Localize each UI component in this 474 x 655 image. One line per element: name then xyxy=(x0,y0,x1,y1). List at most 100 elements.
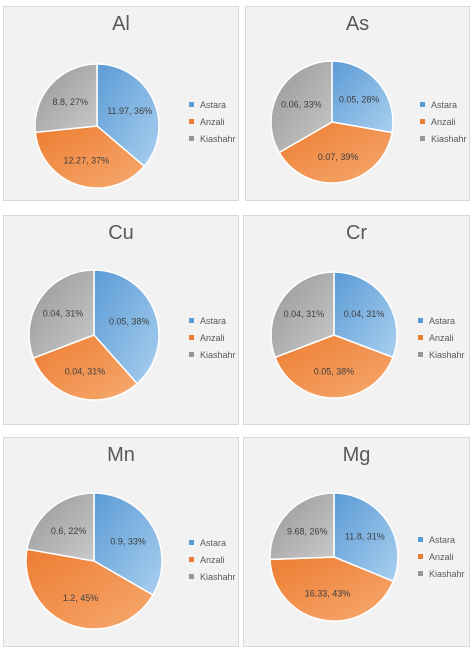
legend-swatch xyxy=(420,136,425,141)
legend-label: Anzali xyxy=(200,554,225,565)
pie-slice-kiashahr xyxy=(269,492,335,561)
legend-label: Anzali xyxy=(431,116,456,127)
chart-panel-cr: Cr 0.04, 31% 0.05, 38% 0.04, 31% Astara An… xyxy=(243,215,470,425)
legend-item-astara: Astara xyxy=(189,312,236,329)
legend-label: Kiashahr xyxy=(429,349,465,360)
legend-label: Anzali xyxy=(429,551,454,562)
data-label: 0.04, 31% xyxy=(65,367,106,377)
legend-item-kiashahr: Kiashahr xyxy=(189,130,236,147)
chart-title: Cu xyxy=(108,222,134,244)
chart-panel-cu: Cu 0.05, 38% 0.04, 31% 0.04, 31% Astara An… xyxy=(3,215,239,425)
legend-swatch xyxy=(420,119,425,124)
legend-swatch xyxy=(418,318,423,323)
chart-panel-al: Al 11.97, 36% 12.27, 37% 8.8, 27% Astara A… xyxy=(3,6,239,201)
legend-swatch xyxy=(189,318,194,323)
legend-item-anzali: Anzali xyxy=(189,551,236,568)
legend-swatch xyxy=(189,102,194,107)
pie-chart: 0.9, 33% 1.2, 45% 0.6, 22% xyxy=(25,492,163,630)
data-label: 0.06, 33% xyxy=(281,99,322,109)
legend-label: Anzali xyxy=(429,332,454,343)
chart-panel-mn: Mn 0.9, 33% 1.2, 45% 0.6, 22% Astara Anzal… xyxy=(3,437,239,647)
legend-swatch xyxy=(189,540,194,545)
legend-item-anzali: Anzali xyxy=(420,113,467,130)
legend-swatch xyxy=(418,335,423,340)
pie-slice-anzali xyxy=(269,556,395,622)
legend-swatch xyxy=(189,574,194,579)
legend-label: Astara xyxy=(200,315,227,326)
legend-swatch xyxy=(418,352,423,357)
legend-item-astara: Astara xyxy=(418,312,465,329)
legend-item-anzali: Anzali xyxy=(418,329,465,346)
chart-panel-mg: Mg 11.8, 31% 16.33, 43% 9.68, 26% Astara A… xyxy=(243,437,470,647)
legend-item-astara: Astara xyxy=(420,96,467,113)
chart-title: Cr xyxy=(345,222,368,244)
legend-item-astara: Astara xyxy=(189,96,236,113)
legend: Astara Anzali Kiashahr xyxy=(189,312,236,363)
legend-swatch xyxy=(420,102,425,107)
data-label: 9.68, 26% xyxy=(287,526,328,536)
legend: Astara Anzali Kiashahr xyxy=(418,312,465,363)
pie-slice-kiashahr xyxy=(270,271,335,359)
pie-slice-kiashahr xyxy=(26,492,95,562)
legend-label: Kiashahr xyxy=(200,571,236,582)
pie-slice-kiashahr xyxy=(28,269,95,360)
legend-item-anzali: Anzali xyxy=(189,329,236,346)
data-label: 0.05, 38% xyxy=(314,367,355,377)
chart-title: Al xyxy=(112,13,130,35)
legend: Astara Anzali Kiashahr xyxy=(418,531,465,582)
legend-item-anzali: Anzali xyxy=(418,548,465,565)
legend-swatch xyxy=(189,136,194,141)
legend-item-anzali: Anzali xyxy=(189,113,236,130)
legend-item-kiashahr: Kiashahr xyxy=(418,565,465,582)
data-label: 11.97, 36% xyxy=(107,106,152,116)
legend-label: Anzali xyxy=(200,116,225,127)
data-label: 0.07, 39% xyxy=(318,152,359,162)
data-label: 0.04, 31% xyxy=(344,309,385,319)
pie-slice-anzali xyxy=(34,125,146,189)
pie-slice-anzali xyxy=(278,121,393,184)
pie-chart: 11.97, 36% 12.27, 37% 8.8, 27% xyxy=(34,63,160,189)
data-label: 0.05, 38% xyxy=(109,317,150,327)
data-label: 0.05, 28% xyxy=(339,94,380,104)
legend-item-kiashahr: Kiashahr xyxy=(189,346,236,363)
pie-chart: 11.8, 31% 16.33, 43% 9.68, 26% xyxy=(269,492,399,622)
legend-item-kiashahr: Kiashahr xyxy=(189,568,236,585)
data-label: 0.04, 31% xyxy=(43,309,84,319)
pie-chart: 0.04, 31% 0.05, 38% 0.04, 31% xyxy=(270,271,398,399)
pie-chart: 0.05, 38% 0.04, 31% 0.04, 31% xyxy=(28,269,160,401)
legend-label: Astara xyxy=(200,99,227,110)
data-label: 0.9, 33% xyxy=(110,536,146,546)
legend-label: Kiashahr xyxy=(200,349,236,360)
legend-label: Astara xyxy=(429,315,456,326)
chart-title: Mg xyxy=(342,444,371,466)
legend-swatch xyxy=(418,537,423,542)
legend: Astara Anzali Kiashahr xyxy=(420,96,467,147)
legend-swatch xyxy=(418,571,423,576)
data-label: 16.33, 43% xyxy=(305,589,351,599)
legend-swatch xyxy=(189,352,194,357)
legend-label: Kiashahr xyxy=(200,133,236,144)
data-label: 8.8, 27% xyxy=(53,97,89,107)
data-label: 1.2, 45% xyxy=(63,593,99,603)
pie-slice-anzali xyxy=(32,334,139,401)
data-label: 0.04, 31% xyxy=(284,309,325,319)
legend-label: Astara xyxy=(429,534,456,545)
legend-label: Astara xyxy=(431,99,458,110)
legend-label: Anzali xyxy=(200,332,225,343)
pie-slice-astara xyxy=(333,492,399,583)
data-label: 12.27, 37% xyxy=(64,155,110,165)
pie-slice-astara xyxy=(331,60,394,134)
legend-item-kiashahr: Kiashahr xyxy=(420,130,467,147)
legend-swatch xyxy=(189,557,194,562)
data-label: 11.8, 31% xyxy=(345,531,385,541)
legend-item-kiashahr: Kiashahr xyxy=(418,346,465,363)
chart-panel-as: As 0.05, 28% 0.07, 39% 0.06, 33% Astara An… xyxy=(245,6,470,201)
data-label: 0.6, 22% xyxy=(51,526,87,536)
chart-title: As xyxy=(345,13,370,35)
legend: Astara Anzali Kiashahr xyxy=(189,96,236,147)
pie-slice-anzali xyxy=(274,334,394,399)
pie-chart: 0.05, 28% 0.07, 39% 0.06, 33% xyxy=(270,60,394,184)
legend-swatch xyxy=(189,119,194,124)
pie-slice-kiashahr xyxy=(270,60,333,154)
pie-slice-astara xyxy=(93,492,163,597)
